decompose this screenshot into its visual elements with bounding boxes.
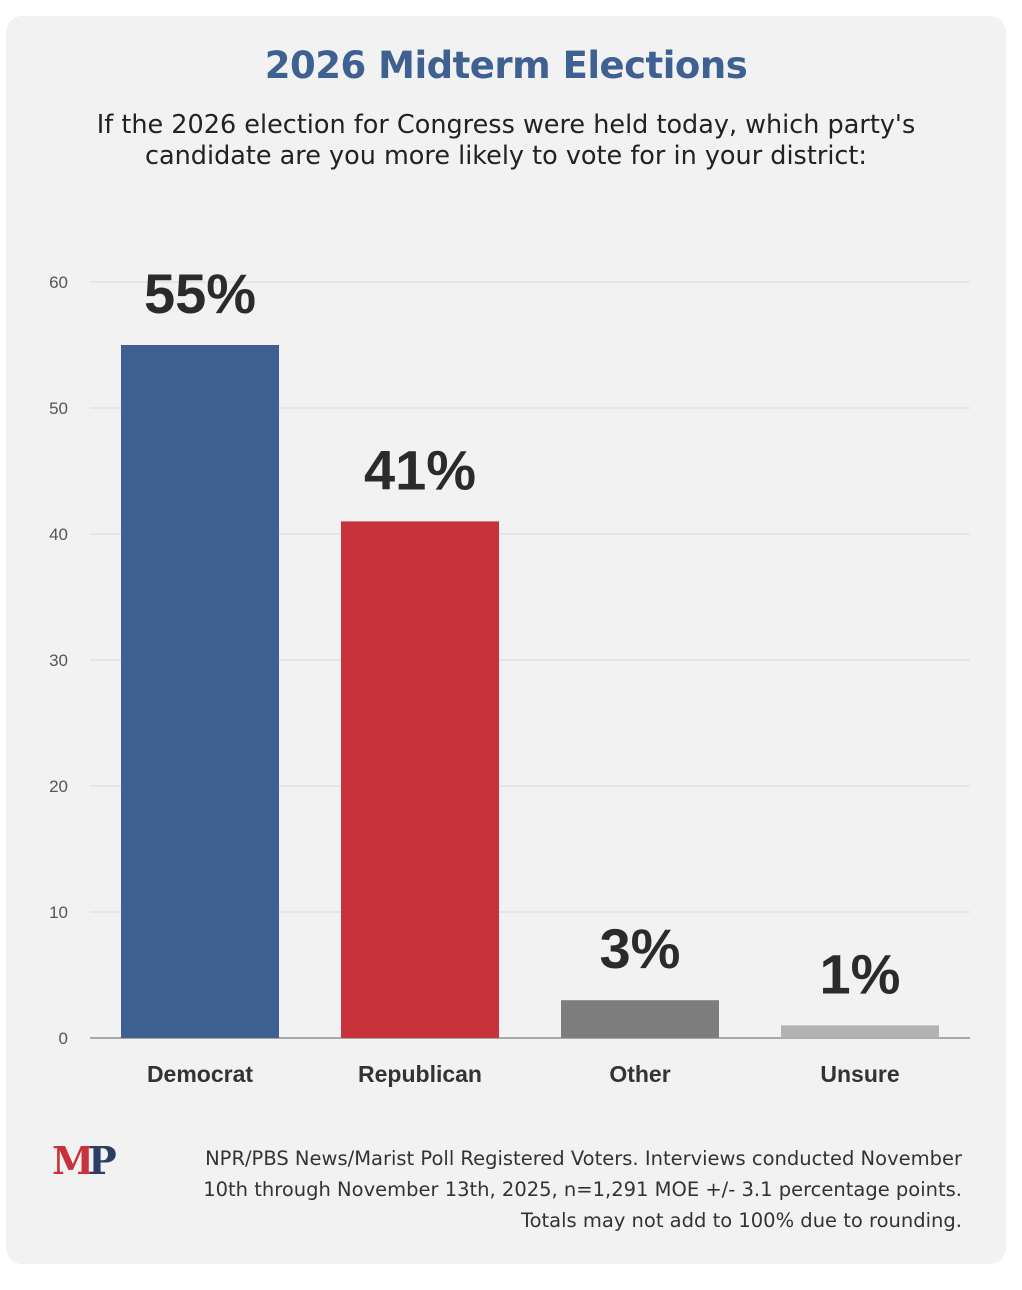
source-footnote: NPR/PBS News/Marist Poll Registered Vote… (203, 1147, 962, 1232)
bar-other (561, 1000, 719, 1038)
bar-chart: 0 10 20 30 40 50 60 55% Democrat 41% Republican 3% O… (49, 262, 970, 1087)
y-tick-label: 10 (49, 903, 68, 922)
category-label: Unsure (820, 1061, 899, 1087)
bar-republican (341, 521, 499, 1038)
category-label: Democrat (147, 1061, 253, 1087)
labels: 0 10 20 30 40 50 60 55% Democrat 41% Republican 3% O… (49, 262, 900, 1087)
value-label: 1% (820, 942, 901, 1005)
chart-subtitle: If the 2026 election for Congress were h… (96, 110, 916, 171)
category-label: Republican (358, 1061, 482, 1087)
value-label: 41% (364, 438, 476, 501)
value-label: 3% (600, 917, 681, 980)
value-label: 55% (144, 262, 256, 325)
y-tick-label: 0 (59, 1029, 68, 1048)
bars (121, 345, 939, 1038)
y-tick-label: 30 (49, 651, 68, 670)
marist-poll-logo: MP (52, 1142, 117, 1180)
bar-democrat (121, 345, 279, 1038)
category-label: Other (609, 1061, 670, 1087)
y-tick-label: 40 (49, 525, 68, 544)
y-tick-label: 60 (49, 273, 68, 292)
bar-unsure (781, 1025, 939, 1038)
logo-letter-m: M (52, 1138, 94, 1183)
logo-letter-p: P (88, 1138, 116, 1183)
chart-title: 2026 Midterm Elections (264, 44, 748, 87)
y-tick-label: 20 (49, 777, 68, 796)
chart-card: 0 10 20 30 40 50 60 55% Democrat 41% Republican 3% O… (6, 16, 1006, 1264)
y-tick-label: 50 (49, 399, 68, 418)
